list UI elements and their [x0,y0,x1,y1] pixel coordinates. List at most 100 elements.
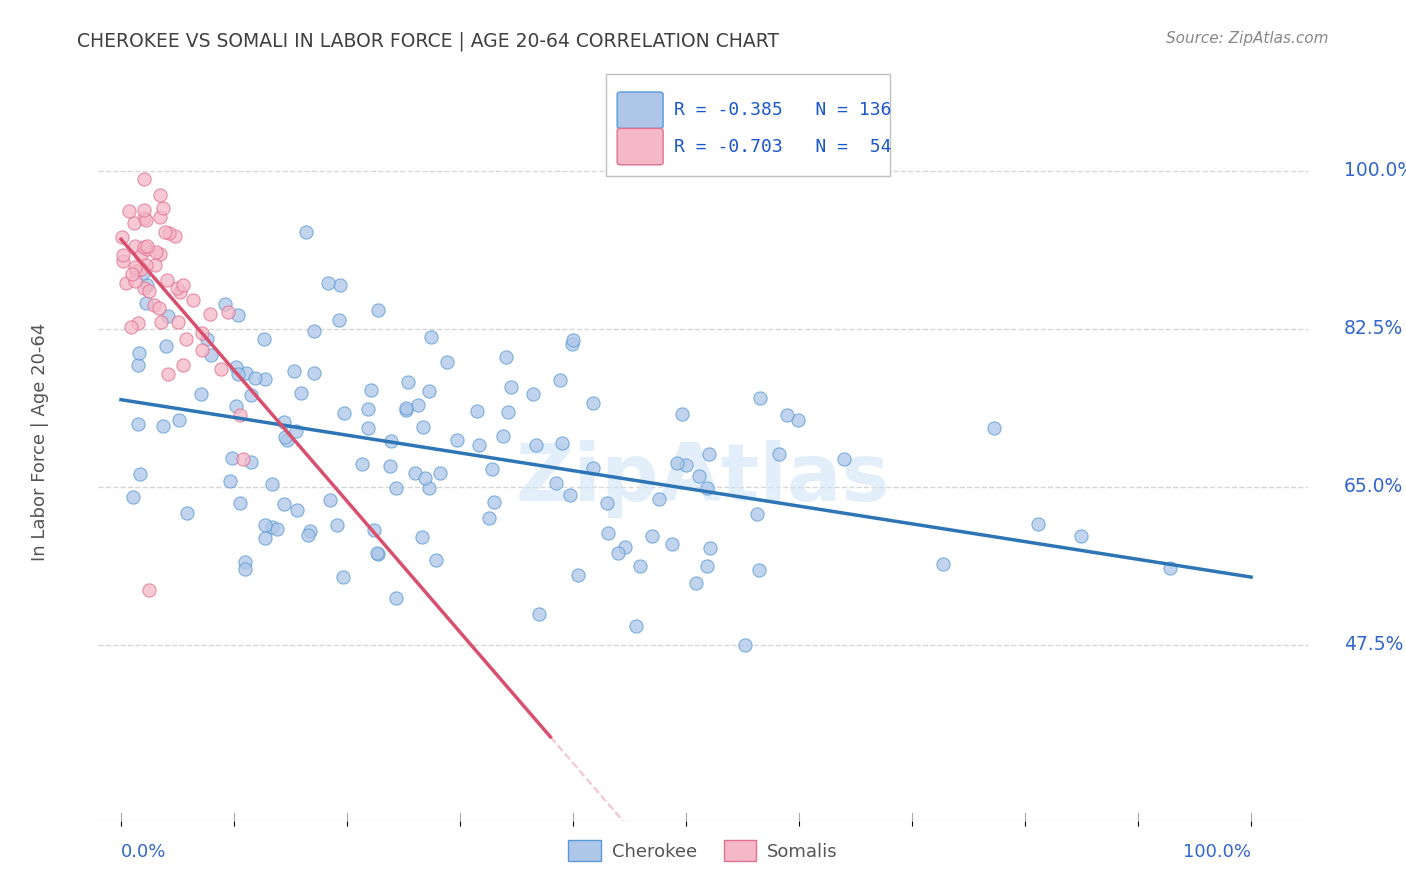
Point [253,372,276,386]
Point [418,481,440,495]
Point [127,317,149,331]
Point [190,387,212,401]
Point [156,273,179,287]
Point [145,245,167,260]
Point [132,281,155,295]
FancyBboxPatch shape [617,128,664,165]
Point [172,277,194,292]
Point [425,552,447,566]
Point [360,383,382,397]
Point [152,201,174,215]
Text: 47.5%: 47.5% [1344,635,1403,654]
Point [132,202,155,217]
Point [380,434,402,449]
Point [127,417,149,432]
Point [132,266,155,280]
Point [135,213,157,227]
Point [124,260,146,275]
Point [132,171,155,186]
Point [152,419,174,434]
Point [138,583,160,598]
Point [142,298,165,312]
Point [112,248,135,262]
Point [558,488,581,502]
Point [404,467,426,481]
Point [628,558,651,573]
Point [366,546,388,560]
Point [135,258,157,272]
Point [285,424,308,438]
Point [302,324,325,338]
Point [125,264,148,278]
Point [522,387,544,401]
Point [200,348,222,362]
Point [235,366,257,380]
Text: ZipAtlas: ZipAtlas [516,441,890,518]
Point [412,420,434,434]
Point [478,510,501,524]
Point [283,364,305,378]
Point [626,619,648,633]
Point [124,239,146,253]
Point [367,547,389,561]
Point [596,525,619,540]
Point [596,496,619,510]
Text: R = -0.703   N =  54: R = -0.703 N = 54 [673,137,891,155]
Point [127,358,149,372]
Point [582,460,605,475]
Point [319,492,342,507]
Point [245,371,267,385]
Point [395,401,418,415]
Text: 0.0%: 0.0% [121,843,166,861]
Point [661,537,683,551]
Point [1070,529,1092,543]
Point [155,338,177,352]
Point [748,392,770,406]
Point [665,456,688,470]
Text: 100.0%: 100.0% [1344,161,1406,180]
Point [641,529,664,543]
Point [787,413,810,427]
Point [378,458,401,473]
Point [195,332,218,346]
Point [118,204,141,219]
Point [149,247,172,261]
Text: 100.0%: 100.0% [1182,843,1251,861]
Point [734,638,756,652]
Point [465,404,488,418]
Point [367,302,389,317]
Point [129,261,152,276]
Point [114,276,136,290]
Point [302,366,325,380]
Point [135,296,157,310]
Point [745,507,768,521]
Point [285,503,308,517]
Point [492,429,515,443]
Point [129,248,152,262]
Point [524,438,547,452]
Point [159,226,181,240]
Point [290,385,312,400]
Point [262,477,284,491]
Point [176,332,198,346]
Point [273,415,295,429]
Point [266,522,288,536]
Point [484,495,506,509]
Point [582,396,605,410]
Point [411,530,433,544]
Text: In Labor Force | Age 20-64: In Labor Force | Age 20-64 [31,322,49,561]
Point [328,313,350,327]
Point [932,557,955,571]
Point [226,308,249,322]
Point [156,367,179,381]
Point [613,540,636,554]
Point [232,452,254,467]
Point [546,475,568,490]
Point [276,433,298,447]
Point [983,420,1005,434]
Point [138,284,160,298]
Point [239,388,262,402]
FancyBboxPatch shape [606,74,890,177]
Point [326,518,349,533]
Point [685,576,707,591]
